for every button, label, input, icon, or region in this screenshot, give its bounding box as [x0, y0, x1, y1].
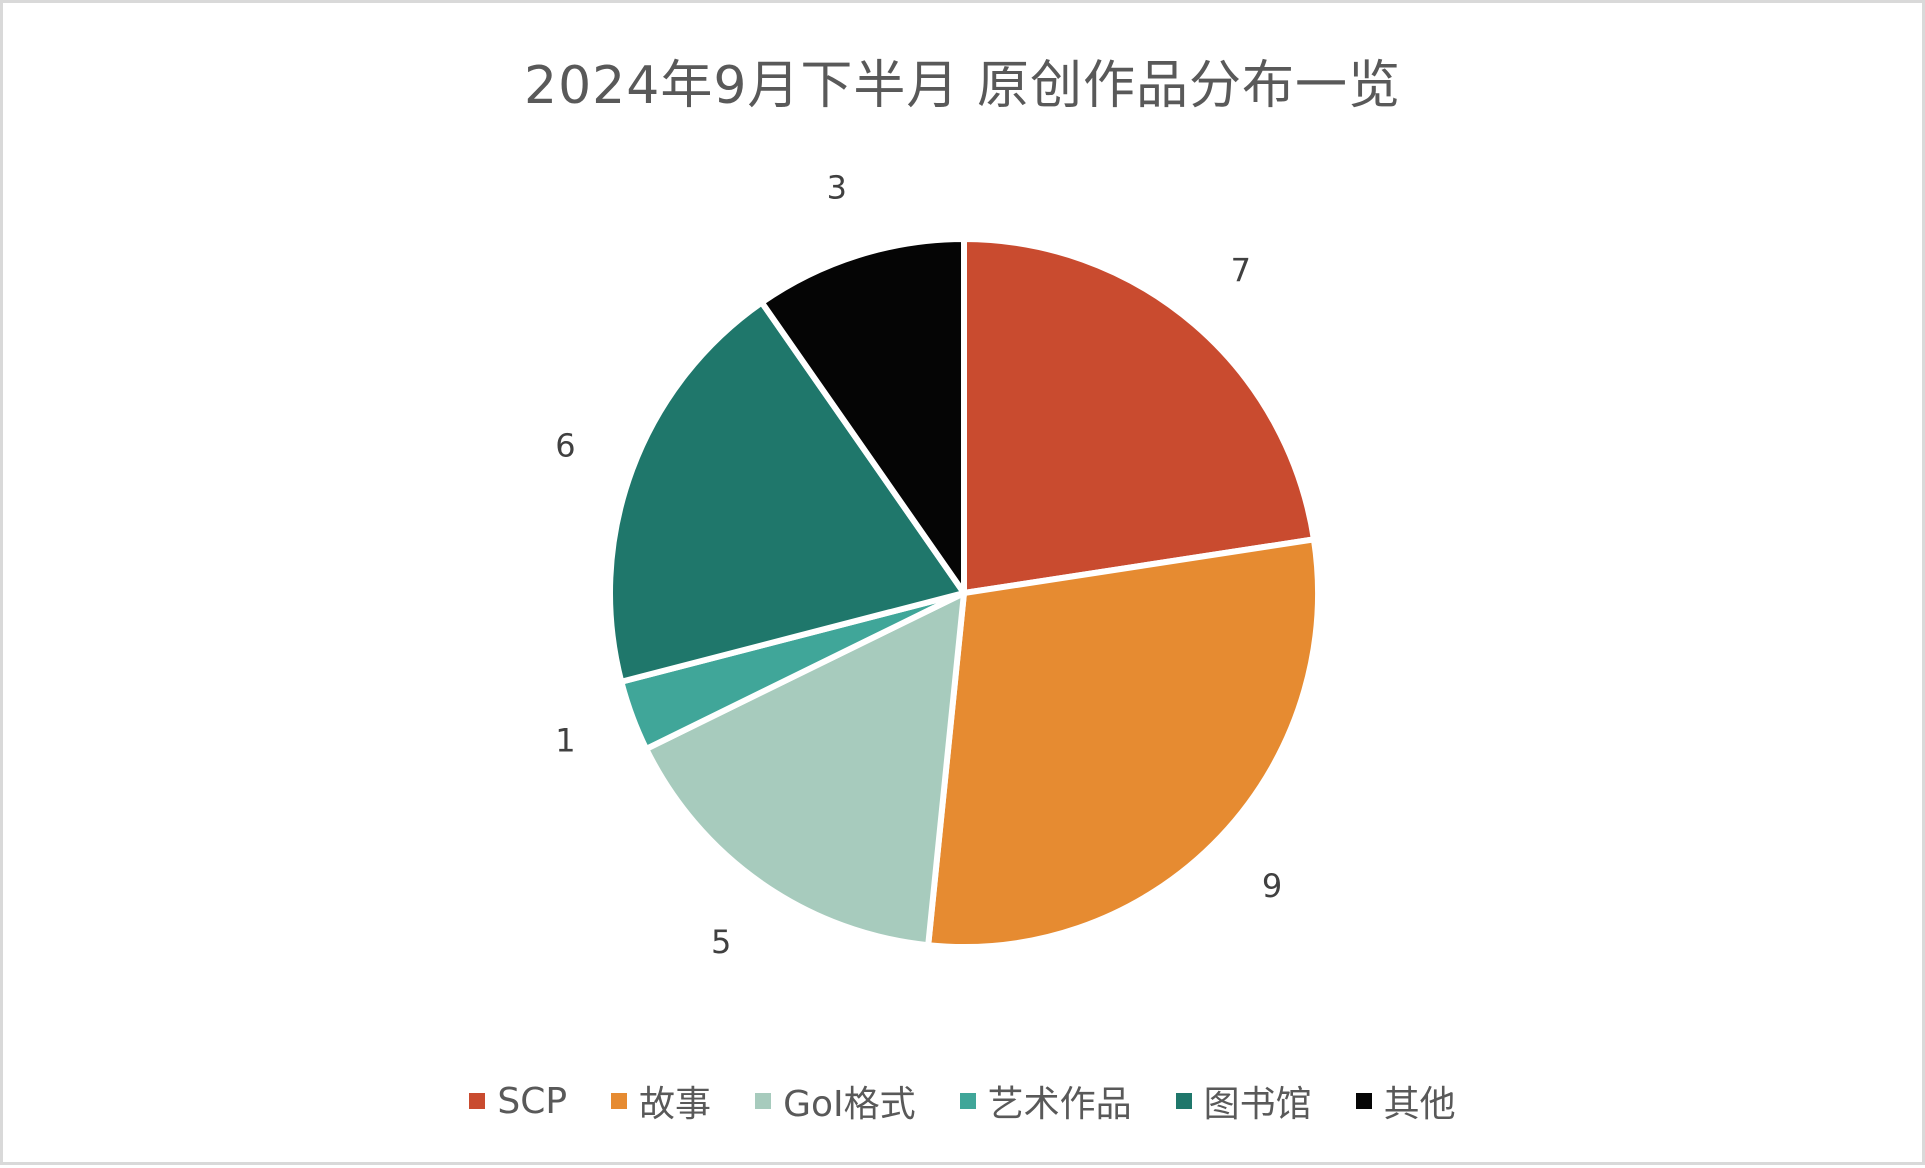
legend-label: 艺术作品: [987, 1084, 1132, 1125]
legend-swatch-icon: [1175, 1093, 1192, 1109]
data-label: 3: [827, 168, 847, 206]
pie-slices: [607, 236, 1321, 950]
legend-label: 故事: [639, 1084, 712, 1125]
legend-swatch-icon: [1355, 1093, 1372, 1109]
legend-label: GoI格式: [783, 1084, 916, 1125]
legend-swatch-icon: [611, 1093, 628, 1109]
data-label: 6: [555, 426, 575, 464]
legend-label: 其他: [1383, 1084, 1456, 1125]
data-label: 5: [711, 923, 731, 961]
pie-slice[interactable]: [758, 236, 967, 596]
legend-swatch-icon: [755, 1093, 772, 1109]
legend-swatch-icon: [469, 1093, 486, 1109]
legend-item-scp[interactable]: SCP: [469, 1081, 567, 1122]
legend-item-library[interactable]: 图书馆: [1175, 1075, 1312, 1127]
legend-item-story[interactable]: 故事: [611, 1075, 711, 1127]
pie-slice[interactable]: [607, 299, 967, 685]
data-labels: 7 9 5 1 6 3: [555, 168, 1282, 960]
legend-item-artwork[interactable]: 艺术作品: [959, 1075, 1132, 1127]
pie-slice[interactable]: [643, 590, 967, 949]
chart-title: 2024年9月下半月 原创作品分布一览: [524, 56, 1401, 116]
legend-swatch-icon: [959, 1093, 976, 1109]
data-label: 7: [1231, 252, 1251, 290]
legend-item-other[interactable]: 其他: [1355, 1075, 1456, 1127]
legend: SCP 故事 GoI格式 艺术作品 图书馆 其他: [3, 1075, 1922, 1127]
pie-slice[interactable]: [961, 236, 1317, 596]
legend-item-goi-format[interactable]: GoI格式: [755, 1075, 916, 1127]
legend-label: SCP: [497, 1080, 568, 1122]
legend-label: 图书馆: [1203, 1084, 1312, 1125]
pie-chart: 7 9 5 1 6 3: [555, 168, 1321, 961]
pie-slice[interactable]: [925, 536, 1321, 950]
data-label: 1: [555, 722, 575, 760]
data-label: 9: [1262, 867, 1282, 905]
